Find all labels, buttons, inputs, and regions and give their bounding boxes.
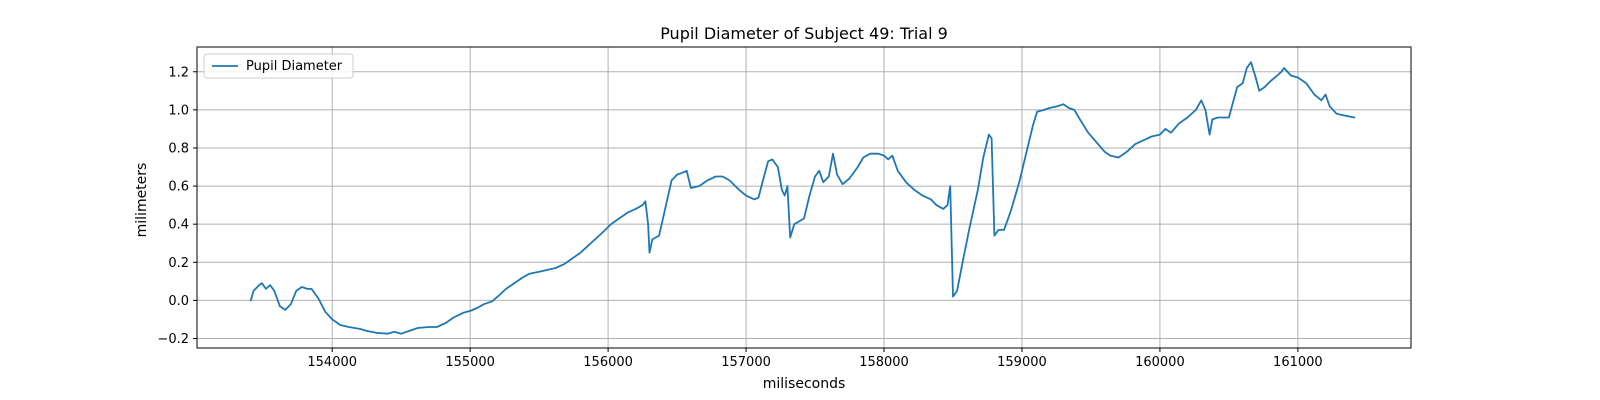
- legend-box: [203, 53, 354, 79]
- y-tick-label: 0.6: [168, 180, 189, 195]
- y-tick-label: 0.0: [168, 294, 189, 309]
- x-tick-label: 160000: [1135, 355, 1185, 370]
- y-tick-label: 1.2: [168, 65, 189, 80]
- y-tick-label: 0.2: [168, 256, 189, 271]
- grid: [197, 47, 1411, 348]
- y-axis-ticks: −0.2 0.0 0.2 0.4 0.6 0.8 1.0 1.2: [157, 65, 197, 347]
- chart-title: Pupil Diameter of Subject 49: Trial 9: [660, 24, 948, 43]
- y-tick-label: 1.0: [168, 103, 189, 118]
- x-tick-label: 158000: [859, 355, 909, 370]
- legend-label-pupil-diameter: Pupil Diameter: [246, 59, 343, 74]
- y-tick-label: 0.8: [168, 141, 189, 156]
- x-axis-title: miliseconds: [763, 376, 846, 392]
- x-tick-label: 156000: [583, 355, 633, 370]
- x-tick-label: 159000: [997, 355, 1047, 370]
- x-axis-ticks: 154000 155000 156000 157000 158000 159000 1600…: [307, 348, 1323, 370]
- x-tick-label: 161000: [1273, 355, 1323, 370]
- x-tick-label: 155000: [445, 355, 495, 370]
- plot-frame: [196, 46, 1412, 349]
- x-tick-label: 154000: [307, 355, 357, 370]
- series-line-pupil-diameter: [249, 61, 1356, 335]
- y-axis-title: milimeters: [134, 163, 150, 238]
- y-tick-label: 0.4: [168, 218, 189, 233]
- x-tick-label: 157000: [721, 355, 771, 370]
- y-tick-label: −0.2: [157, 332, 189, 347]
- legend: Pupil Diameter: [203, 53, 354, 79]
